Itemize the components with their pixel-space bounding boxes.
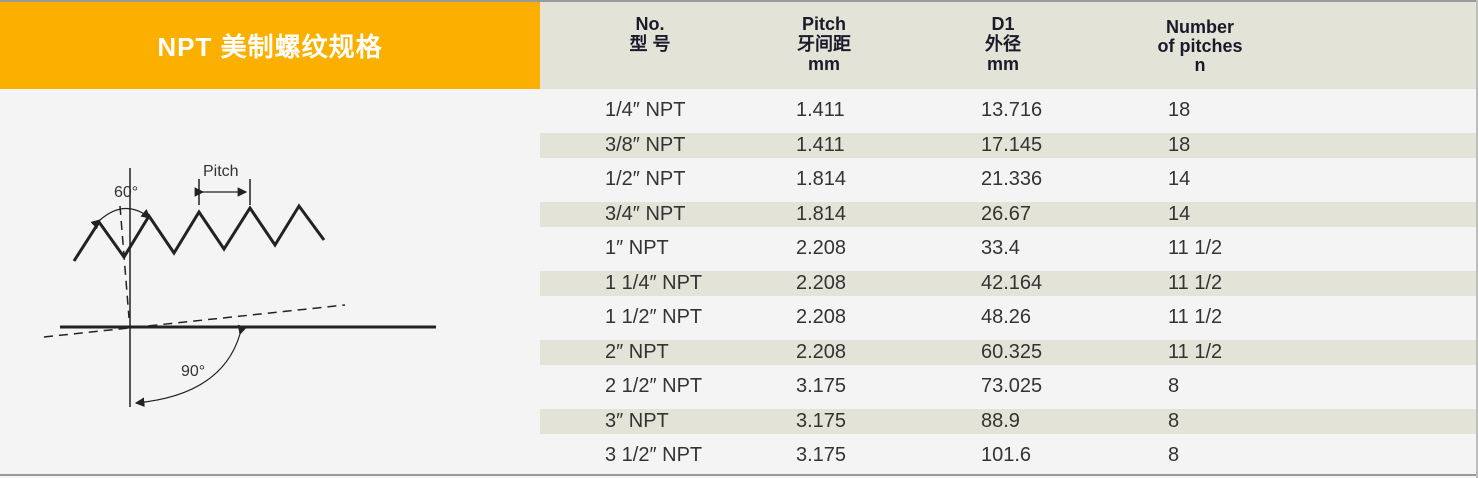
cell-no: 1/2″ NPT — [605, 168, 686, 190]
right-border — [1476, 0, 1478, 478]
cell-pitch: 2.208 — [796, 237, 847, 259]
header-n-line2: of pitches — [1157, 36, 1243, 56]
cell-d1: 101.6 — [981, 444, 1032, 466]
table-row: 1 1/4″ NPT 2.208 42.164 11 1/2 — [540, 270, 1476, 296]
table-row: 1/2″ NPT 1.814 21.336 14 — [540, 167, 1476, 192]
cell-no: 1 1/2″ NPT — [605, 306, 703, 328]
cell-pitch: 1.814 — [796, 168, 847, 190]
cell-no: 1″ NPT — [605, 237, 669, 259]
thread-profile — [72, 203, 326, 262]
header-no-en: No. — [635, 14, 665, 34]
cell-d1: 17.145 — [981, 133, 1043, 156]
cell-no: 3/8″ NPT — [605, 133, 686, 156]
header-no: No. 型 号 — [629, 14, 670, 54]
cell-pitch: 2.208 — [796, 306, 847, 328]
cell-d1: 88.9 — [981, 409, 1020, 432]
top-border — [0, 0, 1478, 2]
angle-60-arc — [90, 207, 151, 230]
cell-pitch: 1.411 — [796, 133, 845, 156]
table-row: 1 1/2″ NPT 2.208 48.26 11 1/2 — [540, 305, 1476, 330]
cell-no: 2″ NPT — [605, 340, 669, 363]
cell-pitch: 1.411 — [796, 99, 845, 121]
cell-pitch: 2.208 — [796, 271, 847, 294]
thread-bisector — [119, 205, 130, 319]
cell-d1: 42.164 — [981, 271, 1043, 294]
header-pitch-unit: mm — [807, 54, 840, 74]
angle-90-label: 90° — [181, 363, 205, 380]
cell-d1: 21.336 — [981, 168, 1043, 190]
header-no-cn: 型 号 — [629, 34, 671, 54]
header-d1-en: D1 — [991, 14, 1015, 34]
cell-no: 3 1/2″ NPT — [605, 444, 703, 466]
cell-d1: 60.325 — [981, 340, 1043, 363]
bottom-border — [0, 474, 1478, 476]
cell-d1: 73.025 — [981, 375, 1043, 397]
table-row: 2 1/2″ NPT 3.175 73.025 8 — [540, 374, 1476, 399]
table-row: 3/8″ NPT 1.411 17.145 18 — [540, 132, 1476, 158]
cell-n: 8 — [1168, 375, 1180, 397]
cell-n: 11 1/2 — [1168, 340, 1223, 363]
cell-d1: 48.26 — [981, 306, 1032, 328]
table-row: 2″ NPT 2.208 60.325 11 1/2 — [540, 339, 1476, 365]
header-d1-unit: mm — [986, 54, 1019, 74]
cell-n: 8 — [1168, 409, 1180, 432]
table-row: 3″ NPT 3.175 88.9 8 — [540, 408, 1476, 434]
cell-n: 18 — [1168, 99, 1191, 121]
cell-n: 11 1/2 — [1168, 271, 1223, 294]
cell-d1: 26.67 — [981, 202, 1032, 225]
cell-pitch: 3.175 — [796, 409, 847, 432]
table-row: 1/4″ NPT 1.411 13.716 18 — [540, 98, 1476, 123]
angle-60-label: 60° — [114, 184, 138, 201]
page-title: NPT 美制螺纹规格 — [0, 2, 540, 89]
cell-pitch: 3.175 — [796, 375, 847, 397]
header-n-line3: n — [1194, 55, 1206, 75]
table-row: 1″ NPT 2.208 33.4 11 1/2 — [540, 236, 1476, 261]
cell-d1: 13.716 — [981, 99, 1043, 121]
cell-pitch: 2.208 — [796, 340, 847, 363]
table-row: 3 1/2″ NPT 3.175 101.6 8 — [540, 443, 1476, 468]
header-d1-cn: 外径 — [985, 34, 1021, 54]
cell-pitch: 1.814 — [796, 202, 847, 225]
taper-line — [43, 304, 346, 338]
cell-n: 14 — [1168, 168, 1191, 190]
header-n-line1: Number — [1165, 17, 1235, 37]
cell-no: 1 1/4″ NPT — [605, 271, 703, 294]
header-pitch: Pitch 牙间距 mm — [797, 14, 851, 74]
cell-pitch: 3.175 — [796, 444, 847, 466]
header-pitch-en: Pitch — [801, 14, 846, 34]
cell-n: 14 — [1168, 202, 1191, 225]
angle-90-arc — [134, 324, 247, 407]
table-row: 3/4″ NPT 1.814 26.67 14 — [540, 201, 1476, 227]
header-n: Number of pitches n — [1157, 18, 1242, 75]
cell-no: 3″ NPT — [605, 409, 669, 432]
cell-no: 2 1/2″ NPT — [605, 375, 703, 397]
header-d1: D1 外径 mm — [985, 14, 1021, 74]
table-header: No. 型 号 Pitch 牙间距 mm D1 外径 mm Number of … — [540, 2, 1476, 89]
thread-diagram: Pitch 60° 90° — [43, 163, 436, 407]
cell-d1: 33.4 — [981, 237, 1020, 259]
cell-n: 11 1/2 — [1168, 306, 1223, 328]
cell-n: 8 — [1168, 444, 1180, 466]
cell-no: 3/4″ NPT — [605, 202, 686, 225]
cell-no: 1/4″ NPT — [605, 99, 686, 121]
pitch-label: Pitch — [203, 163, 239, 180]
header-pitch-cn: 牙间距 — [797, 34, 851, 54]
cell-n: 18 — [1168, 133, 1191, 156]
cell-n: 11 1/2 — [1168, 237, 1223, 259]
